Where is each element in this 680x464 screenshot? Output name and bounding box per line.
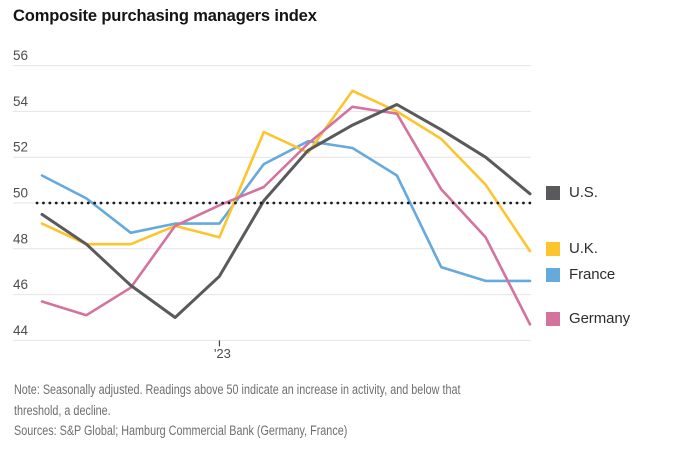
legend-label-france: France (569, 266, 616, 283)
series-line-us (40, 103, 532, 319)
chart-legend: U.S. U.K. France Germany (546, 0, 676, 375)
legend-item-france: France (546, 266, 615, 283)
series-line-uk (40, 89, 532, 253)
legend-item-germany: Germany (546, 310, 630, 327)
pmi-line-chart: 56 54 52 50 48 46 44 '23 (13, 48, 532, 361)
legend-item-us: U.S. (546, 184, 598, 201)
y-tick-label-54: 54 (13, 94, 29, 109)
series-line-france (40, 139, 532, 283)
x-tick-label: '23 (214, 346, 231, 361)
legend-item-uk: U.K. (546, 240, 598, 257)
y-tick-label-52: 52 (13, 140, 28, 155)
y-tick-label-50: 50 (13, 186, 28, 201)
note-line-1: Note: Seasonally adjusted. Readings abov… (14, 382, 461, 397)
series-line-germany (40, 105, 532, 326)
note-line-2: threshold, a decline. (14, 403, 111, 418)
legend-label-germany: Germany (569, 310, 630, 327)
chart-title: Composite purchasing managers index (13, 7, 317, 25)
legend-swatch-us (546, 185, 560, 200)
legend-label-uk: U.K. (569, 240, 598, 257)
chart-note: Note: Seasonally adjusted. Readings abov… (14, 379, 460, 421)
legend-swatch-germany (546, 311, 560, 326)
y-tick-label-48: 48 (13, 231, 28, 246)
legend-label-us: U.S. (569, 184, 598, 201)
legend-swatch-france (546, 267, 560, 282)
chart-sources: Sources: S&P Global; Hamburg Commercial … (14, 423, 348, 438)
legend-swatch-uk (546, 241, 560, 256)
y-tick-label-56: 56 (13, 48, 28, 63)
y-tick-label-44: 44 (13, 323, 29, 338)
y-tick-label-46: 46 (13, 277, 28, 292)
